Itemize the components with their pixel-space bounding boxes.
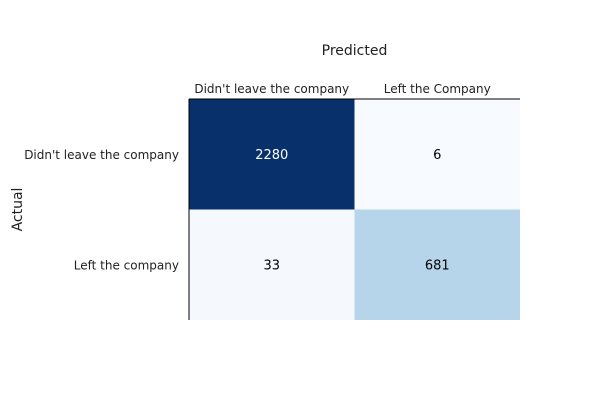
chart-labels: Predicted Actual xyxy=(10,43,387,231)
x-tick-labels: Didn't leave the company Left the Company xyxy=(194,82,490,96)
y-tick-label-1: Left the company xyxy=(74,258,179,272)
cell-value-r1-c0: 33 xyxy=(263,258,280,273)
heatmap-cell-r1-c1 xyxy=(354,209,520,320)
x-tick-label-0: Didn't leave the company xyxy=(194,82,349,96)
axes xyxy=(188,98,520,320)
cell-value-r1-c1: 681 xyxy=(425,258,450,273)
cell-value-r0-c0: 2280 xyxy=(255,148,288,163)
y-axis-title: Actual xyxy=(10,188,26,232)
heatmap-cells xyxy=(189,99,520,320)
heatmap-cell-r1-c0 xyxy=(189,209,355,320)
y-tick-label-0: Didn't leave the company xyxy=(24,148,179,162)
y-tick-labels: Didn't leave the company Left the company xyxy=(24,148,179,273)
x-axis-title: Predicted xyxy=(322,43,388,59)
cell-value-labels: 2280 6 33 681 xyxy=(255,148,449,274)
x-tick-label-1: Left the Company xyxy=(384,82,491,96)
heatmap-cell-r0-c0 xyxy=(189,99,355,210)
heatmap-cell-r0-c1 xyxy=(354,99,520,210)
cell-value-r0-c1: 6 xyxy=(433,148,441,163)
